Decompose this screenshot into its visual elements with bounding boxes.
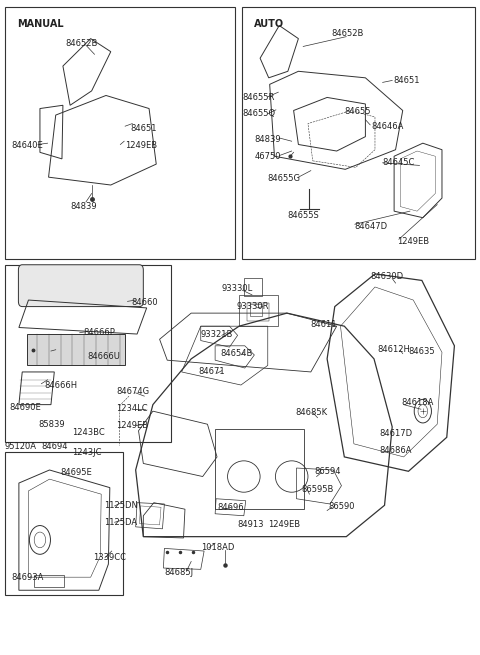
Text: 1249EB: 1249EB [125, 141, 157, 150]
Text: 84686A: 84686A [380, 446, 412, 455]
Text: 84655S: 84655S [287, 210, 319, 219]
Text: 86590: 86590 [328, 502, 355, 511]
Bar [250, 304, 262, 316]
Bar [5, 452, 123, 595]
Text: 85839: 85839 [38, 420, 65, 429]
Bar [27, 334, 125, 365]
Text: 84655G: 84655G [268, 174, 301, 183]
Text: 84693A: 84693A [11, 573, 44, 582]
Bar [5, 7, 235, 259]
Text: MANUAL: MANUAL [17, 19, 64, 29]
Text: 84654B: 84654B [220, 349, 252, 358]
Text: 84660: 84660 [131, 298, 157, 307]
Bar [34, 575, 64, 587]
Text: 84635: 84635 [408, 347, 435, 356]
Text: 84839: 84839 [70, 202, 96, 211]
Text: 84655Q: 84655Q [242, 109, 276, 119]
Text: 1249EB: 1249EB [268, 520, 300, 529]
Text: 1243BC: 1243BC [72, 428, 105, 438]
Text: 84618A: 84618A [402, 398, 434, 407]
Text: 1018AD: 1018AD [201, 542, 234, 552]
Text: 84839: 84839 [254, 135, 281, 143]
Text: 93321B: 93321B [201, 329, 233, 339]
Text: 84640E: 84640E [11, 141, 43, 150]
Text: 1249EB: 1249EB [117, 421, 149, 430]
Text: 46750: 46750 [254, 152, 281, 160]
Text: 1234LC: 1234LC [117, 404, 148, 413]
Bar [239, 295, 278, 326]
Text: 84646A: 84646A [372, 122, 404, 131]
Text: 84612H: 84612H [378, 345, 411, 354]
Text: 93330R: 93330R [236, 302, 269, 311]
Text: 1243JC: 1243JC [72, 449, 102, 457]
Text: 84666P: 84666P [83, 328, 115, 337]
Text: 86595B: 86595B [301, 485, 334, 494]
Text: 84685J: 84685J [164, 568, 193, 577]
Text: 1125DN: 1125DN [104, 501, 137, 510]
Text: 93330L: 93330L [222, 284, 253, 293]
Text: 1125DA: 1125DA [104, 517, 137, 527]
Text: 84694: 84694 [41, 442, 68, 451]
Text: 84666H: 84666H [45, 381, 78, 390]
Text: 84696: 84696 [217, 504, 244, 512]
Bar [215, 430, 304, 509]
Text: 84652B: 84652B [65, 39, 98, 48]
Text: 84655: 84655 [344, 107, 371, 117]
Text: 84651: 84651 [130, 124, 156, 133]
Bar [247, 303, 269, 321]
Text: 84617D: 84617D [380, 429, 413, 438]
FancyBboxPatch shape [18, 265, 144, 307]
Bar [242, 7, 475, 259]
Text: 84685K: 84685K [295, 408, 327, 417]
Text: 84645C: 84645C [383, 159, 415, 167]
Text: 84913: 84913 [238, 520, 264, 529]
Text: 95120A: 95120A [4, 442, 36, 451]
Text: 84666U: 84666U [88, 352, 120, 362]
Text: 84611: 84611 [311, 320, 337, 329]
Text: 84690E: 84690E [9, 403, 41, 412]
Bar [5, 265, 170, 442]
Text: 84674G: 84674G [117, 387, 150, 396]
Text: 1339CC: 1339CC [94, 553, 127, 562]
Text: 84647D: 84647D [354, 221, 387, 231]
Text: AUTO: AUTO [254, 19, 285, 29]
Bar [244, 278, 262, 296]
Text: 84655R: 84655R [242, 93, 275, 102]
Text: 84630D: 84630D [370, 272, 403, 281]
Text: 84651: 84651 [393, 76, 420, 85]
Text: 84695E: 84695E [60, 468, 92, 477]
Text: 84671: 84671 [198, 367, 225, 377]
Text: 86594: 86594 [314, 467, 341, 476]
Text: 1249EB: 1249EB [397, 236, 429, 246]
Text: 84652B: 84652B [331, 29, 363, 38]
